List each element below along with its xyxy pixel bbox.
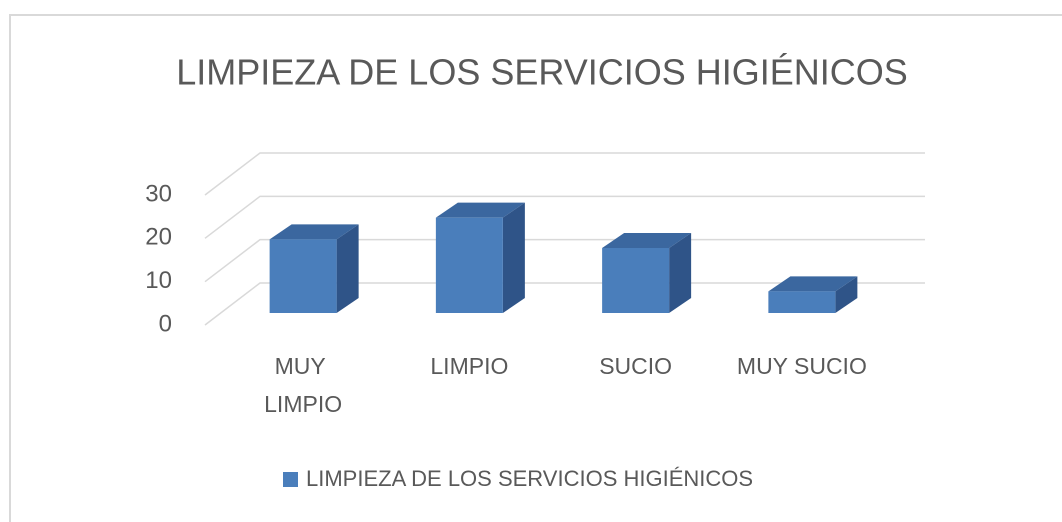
y-tick-label: 30	[145, 180, 172, 207]
bar-side	[669, 233, 692, 313]
legend-swatch	[283, 472, 298, 487]
legend-label: LIMPIEZA DE LOS SERVICIOS HIGIÉNICOS	[306, 466, 753, 491]
bar-top	[269, 224, 359, 240]
x-tick-label: MUY LIMPIO	[264, 353, 342, 417]
bar	[435, 217, 503, 313]
bar	[269, 239, 337, 313]
y-tick-label: 10	[145, 267, 172, 294]
bar-top	[768, 276, 858, 292]
bar	[768, 291, 836, 313]
y-tick-label: 20	[145, 224, 172, 251]
bar-side	[502, 202, 525, 313]
grid-line	[204, 152, 925, 196]
x-tick-label: SUCIO	[599, 353, 672, 379]
grid-line	[204, 282, 925, 326]
chart-title: LIMPIEZA DE LOS SERVICIOS HIGIÉNICOS	[176, 52, 908, 93]
bar-side	[336, 224, 359, 313]
grid-line	[204, 238, 925, 283]
y-tick-label: 0	[159, 310, 172, 337]
x-tick-label: MUY SUCIO	[737, 353, 867, 379]
chart-frame	[9, 14, 1062, 522]
x-tick-label: LIMPIO	[430, 353, 508, 379]
bar-top	[435, 202, 525, 218]
bar	[602, 248, 670, 313]
bar-side	[835, 276, 858, 313]
bar-top	[602, 233, 692, 248]
grid-line	[204, 195, 925, 239]
